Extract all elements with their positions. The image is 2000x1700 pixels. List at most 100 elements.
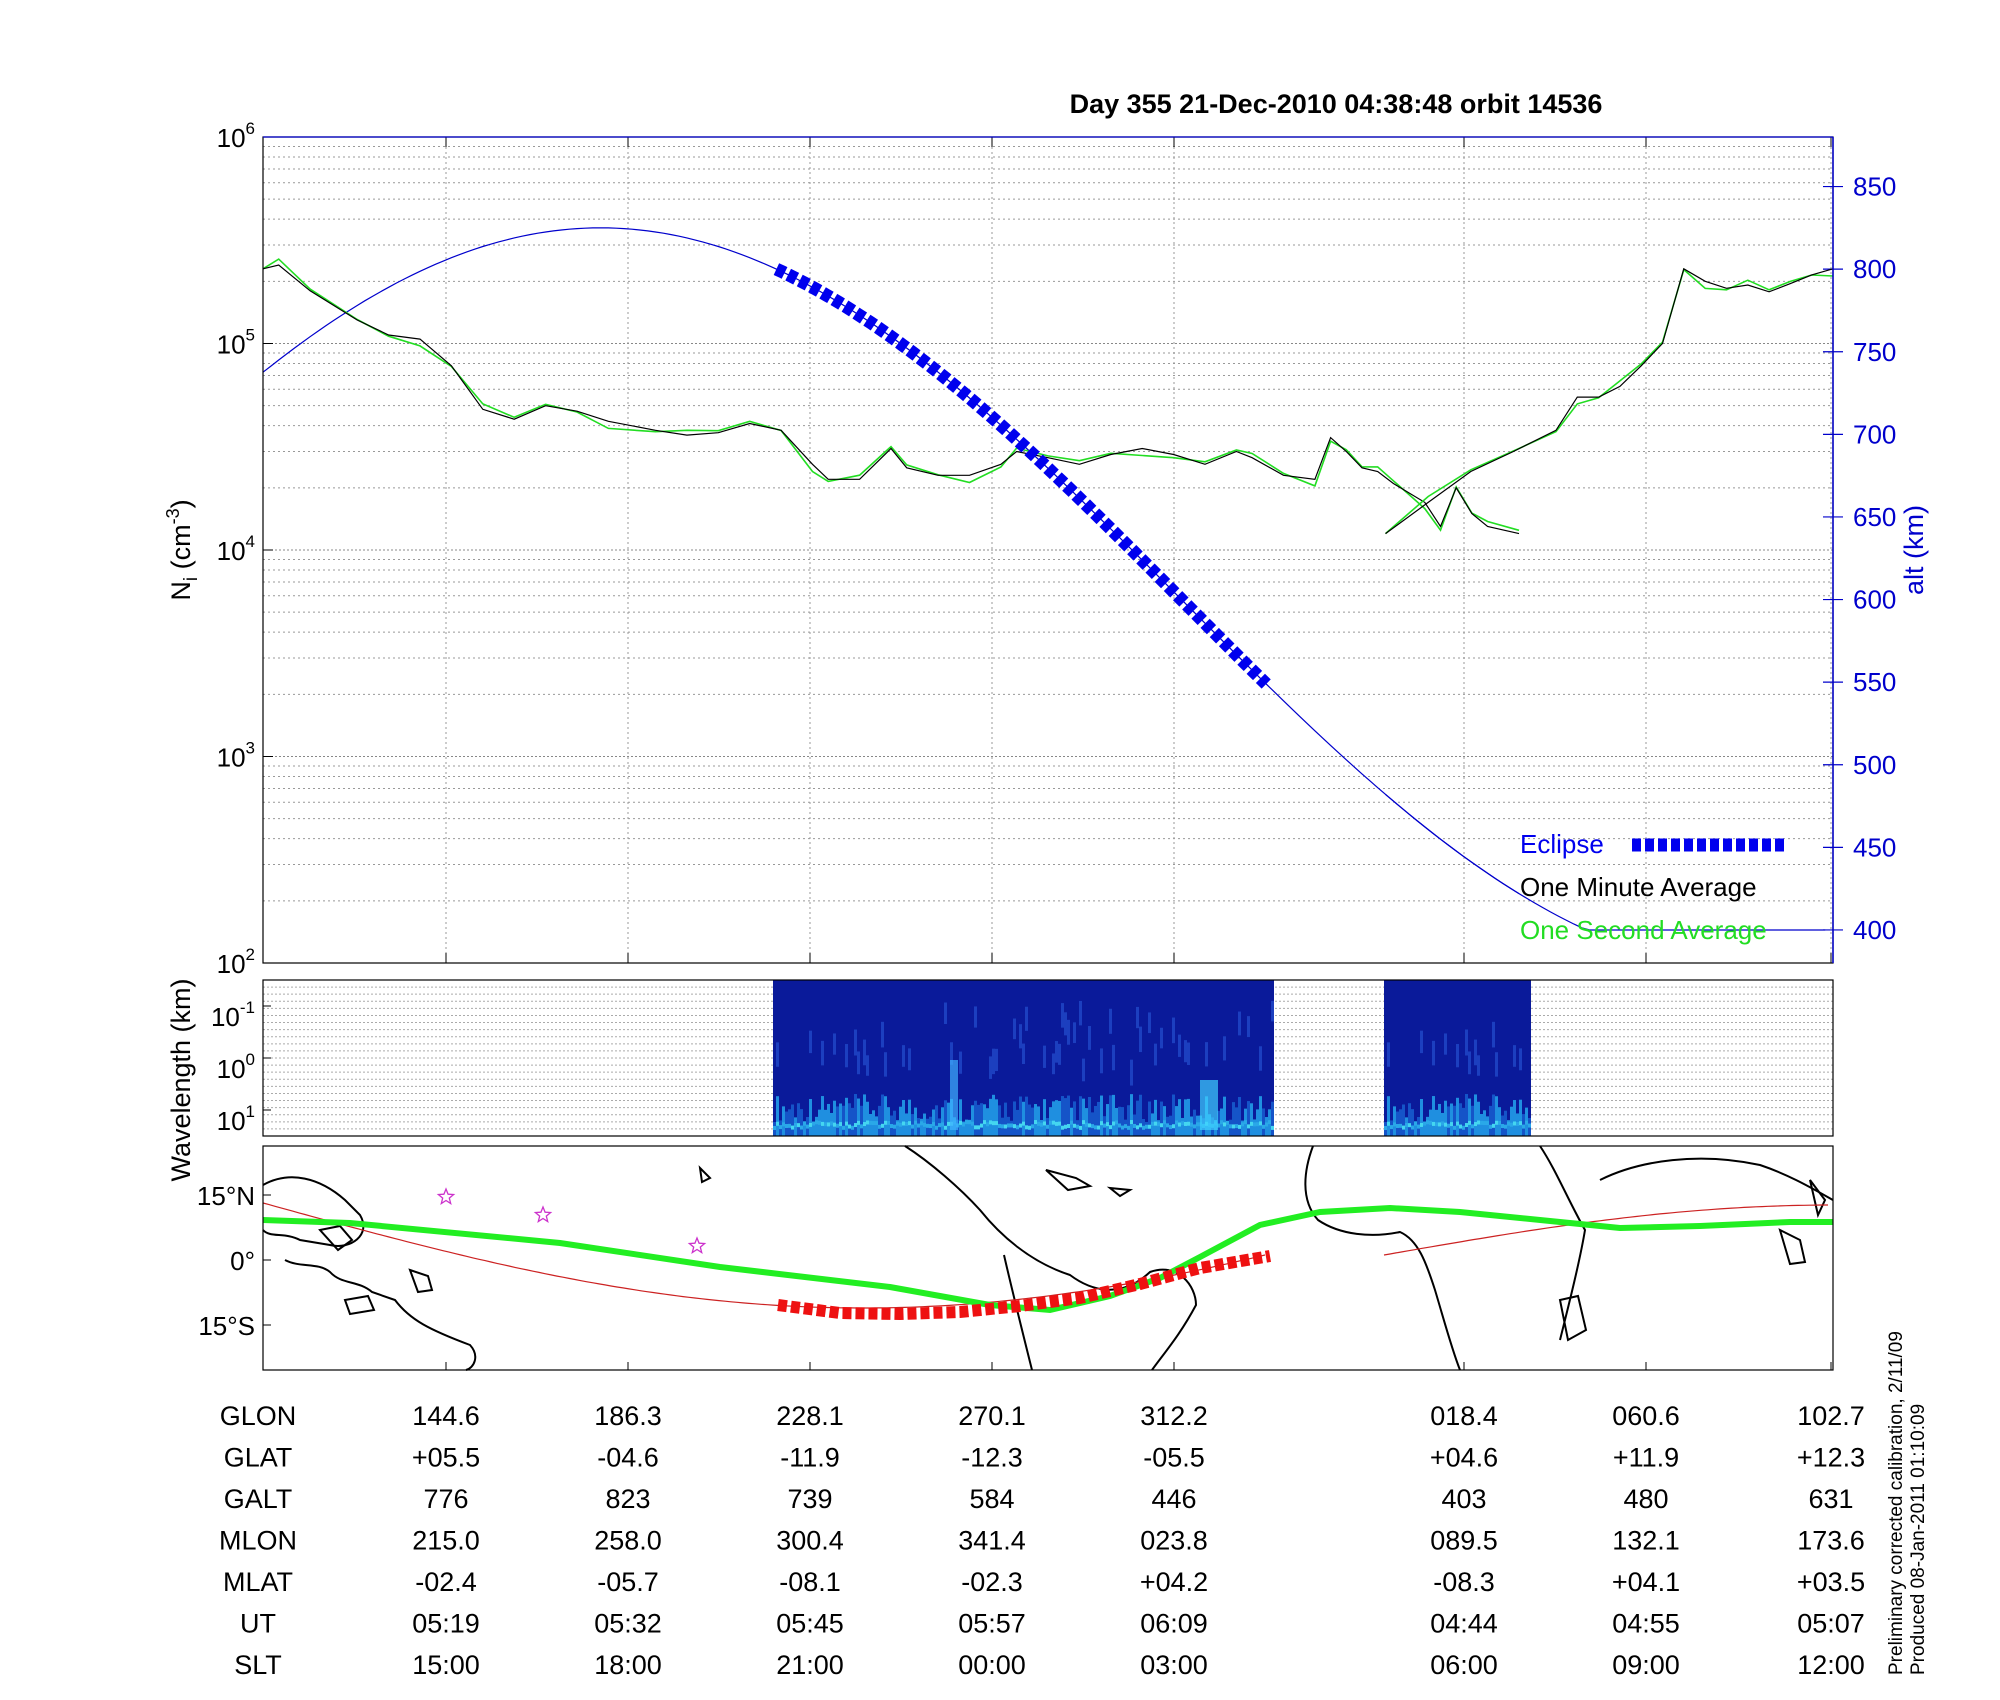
- spectrogram-band: [875, 1116, 878, 1136]
- spectrogram-band: [902, 1045, 905, 1067]
- coastline-segment: [1778, 1228, 1807, 1266]
- spectrogram-band: [923, 1122, 926, 1127]
- spectrogram-band: [1067, 1019, 1070, 1045]
- spectrogram-band: [788, 1123, 791, 1128]
- spectrogram-band: [944, 1125, 947, 1130]
- ground-station-star: [687, 1236, 707, 1254]
- spectrogram-band: [974, 1006, 977, 1028]
- coastline-segment: [262, 1176, 365, 1247]
- spectrogram-band: [986, 1122, 989, 1127]
- row-label-galt: GALT: [224, 1484, 293, 1514]
- one-second-average-line: [1384, 268, 1834, 535]
- table-cell: 023.8: [1140, 1526, 1208, 1556]
- axis-title-part: N: [166, 581, 196, 601]
- spectrogram-band: [1262, 1124, 1265, 1129]
- spectrogram-band: [932, 1122, 935, 1127]
- spectrogram-band: [887, 1120, 890, 1125]
- left-axis-tick-label: 102: [217, 945, 255, 979]
- spectrogram-band: [971, 1121, 974, 1126]
- spectrogram-band: [902, 1100, 905, 1136]
- spectrogram-band: [1052, 1120, 1055, 1125]
- tick-base: 10: [217, 1054, 246, 1084]
- spectrogram-band: [1522, 1124, 1525, 1129]
- tick-exponent: 2: [246, 945, 255, 964]
- spectrogram-band: [983, 1120, 986, 1125]
- spectrogram-band: [1393, 1122, 1396, 1127]
- spectrogram-band: [833, 1100, 836, 1136]
- spectrogram-band: [968, 1119, 971, 1136]
- spectrogram-band: [1139, 1094, 1142, 1136]
- spectrogram-band: [869, 1114, 872, 1136]
- spectrogram-band: [1073, 1101, 1076, 1136]
- spectrogram-band: [1241, 1120, 1244, 1136]
- table-cell: 300.4: [776, 1526, 844, 1556]
- spectrogram-band: [1247, 1124, 1250, 1129]
- spectrogram-band: [1217, 1123, 1220, 1128]
- tick-exponent: -1: [240, 998, 255, 1017]
- spectrogram-band: [884, 1096, 887, 1136]
- spectrogram-band: [866, 1055, 869, 1076]
- spectrogram-band: [989, 1098, 992, 1136]
- spectrogram-band: [995, 1121, 998, 1126]
- spectrogram-band: [1100, 1048, 1103, 1074]
- spectrogram-band: [1178, 1034, 1181, 1057]
- spectrogram-band: [1468, 1098, 1471, 1136]
- spectrogram-band: [1130, 1094, 1133, 1136]
- spectrogram-band: [965, 1120, 968, 1125]
- right-axis-tick-label: 700: [1853, 419, 1896, 449]
- spectrogram-band: [1154, 1121, 1157, 1126]
- spectrogram-band: [1058, 1043, 1061, 1065]
- axis-title-part: ): [166, 499, 196, 508]
- spectrogram-band: [1217, 1110, 1220, 1136]
- spectrogram-band: [1163, 1120, 1166, 1125]
- spectrogram-band: [1408, 1123, 1411, 1128]
- spectrogram-band: [1076, 1124, 1079, 1129]
- table-cell: 05:45: [776, 1609, 844, 1639]
- spectrogram-band: [1223, 1096, 1226, 1136]
- spectrogram-band: [968, 1120, 971, 1125]
- spectrogram-band: [1438, 1122, 1441, 1127]
- spectrogram-band: [872, 1121, 875, 1126]
- spectrogram-band: [1420, 1030, 1423, 1054]
- table-cell: 403: [1441, 1484, 1486, 1514]
- spectrogram-band: [1016, 1125, 1019, 1130]
- table-cell: -05.5: [1143, 1443, 1205, 1473]
- spectrogram-band: [1444, 1033, 1447, 1055]
- spectrogram-band: [1480, 1120, 1483, 1125]
- spectrogram-band: [1462, 1107, 1465, 1136]
- spectrogram-band: [971, 1105, 974, 1136]
- spectrogram-band: [1241, 1122, 1244, 1127]
- wavelength-axis-title: Wavelength (km): [166, 978, 196, 1181]
- table-cell: -04.6: [597, 1443, 659, 1473]
- right-axis-tick-label: 500: [1853, 750, 1896, 780]
- spectrogram-band: [1136, 1125, 1139, 1130]
- spectrogram-band: [1082, 1120, 1085, 1125]
- spectrogram-band: [1046, 1124, 1049, 1129]
- panel2-frame: [262, 979, 1834, 1137]
- spectrogram-band: [1100, 1121, 1103, 1126]
- spectrogram-band: [965, 1119, 968, 1136]
- left-axis-tick-label: 105: [217, 326, 255, 360]
- spectrogram-band: [908, 1121, 911, 1126]
- spectrogram-band: [1477, 1101, 1480, 1136]
- spectrogram-band: [1402, 1125, 1405, 1130]
- table-cell: 05:07: [1797, 1609, 1865, 1639]
- spectrogram-band: [1507, 1121, 1510, 1126]
- spectrogram-band: [1477, 1120, 1480, 1125]
- spectrogram-band: [1250, 1103, 1253, 1136]
- spectrogram-band: [1504, 1110, 1507, 1136]
- spectrogram-band: [1013, 1101, 1016, 1136]
- spectrogram-band: [1471, 1105, 1474, 1136]
- spectrogram-band: [959, 1051, 962, 1074]
- spectrogram-band: [1022, 1121, 1025, 1126]
- right-axis-tick-label: 800: [1853, 254, 1896, 284]
- spectrogram-band: [1423, 1121, 1426, 1126]
- spectrogram-band: [863, 1094, 866, 1136]
- spectrogram-band: [821, 1040, 824, 1066]
- magnetic-equator-line-second: [1383, 1204, 1828, 1256]
- spectrogram-band: [1456, 1097, 1459, 1136]
- spectrogram-band: [914, 1120, 917, 1125]
- row-label-mlon: MLON: [219, 1526, 297, 1556]
- tick-base: 10: [217, 536, 246, 566]
